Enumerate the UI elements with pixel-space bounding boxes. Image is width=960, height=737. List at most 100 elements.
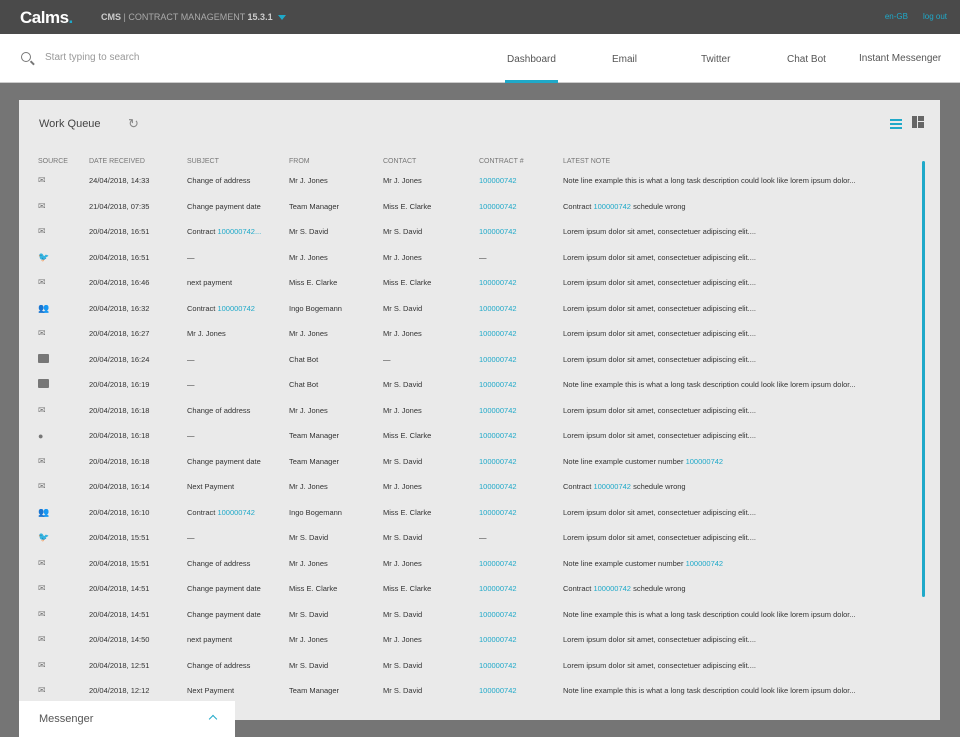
contract-cell[interactable]: 100000742	[479, 201, 517, 211]
subject-text: Contract	[187, 303, 218, 313]
column-header[interactable]: SUBJECT	[187, 158, 219, 165]
list-view-icon[interactable]	[890, 119, 902, 131]
tab-instant-messenger[interactable]: Instant Messenger	[859, 53, 942, 64]
table-row[interactable]: ✉ 20/04/2018, 16:27 Mr J. Jones Mr J. Jones…	[38, 321, 913, 347]
date-cell: 20/04/2018, 16:18	[89, 456, 150, 466]
note-contract-link[interactable]: 100000742	[685, 558, 724, 568]
email-icon: ✉	[38, 608, 46, 619]
contract-cell[interactable]: 100000742	[479, 609, 517, 619]
tab-dashboard[interactable]: Dashboard	[505, 54, 558, 83]
contract-cell[interactable]: 100000742	[479, 354, 517, 364]
email-icon: ✉	[38, 557, 46, 568]
contract-cell[interactable]: 100000742	[479, 227, 517, 237]
contact-cell: Mr S. David	[383, 686, 423, 696]
contract-cell[interactable]: 100000742	[479, 431, 517, 441]
table-row[interactable]: ✉ 20/04/2018, 16:46 next payment Miss E. Cl…	[38, 270, 913, 296]
scrollbar[interactable]	[922, 161, 925, 597]
search-input[interactable]	[45, 52, 245, 63]
table-row[interactable]: ✉ 20/04/2018, 14:51 Change payment date Mr …	[38, 602, 913, 628]
contract-cell[interactable]: 100000742	[479, 329, 517, 339]
contract-cell[interactable]: 100000742	[479, 405, 517, 415]
note-contract-link[interactable]: 100000742	[593, 584, 631, 594]
tab-twitter[interactable]: Twitter	[701, 54, 731, 65]
table-row[interactable]: 20/04/2018, 16:19 — Chat Bot Mr S. David 100…	[38, 372, 913, 398]
subject-contract-link[interactable]: 100000742...	[217, 227, 262, 237]
app-name: | CONTRACT MANAGEMENT	[123, 12, 246, 22]
contract-cell[interactable]: 100000742	[479, 278, 517, 288]
table-row[interactable]: ● 20/04/2018, 16:18 — Team Manager Miss E. C…	[38, 423, 913, 449]
contract-cell[interactable]: 100000742	[479, 507, 517, 517]
table-row[interactable]: 20/04/2018, 16:24 — Chat Bot — 100000742 Lore…	[38, 347, 913, 373]
grid-view-icon[interactable]	[912, 116, 924, 128]
contract-cell[interactable]: 100000742	[479, 176, 517, 186]
email-icon: ✉	[38, 583, 46, 594]
email-icon: ✉	[38, 455, 46, 466]
calms-logo[interactable]: Calms.	[20, 8, 73, 27]
column-header[interactable]: CONTACT	[383, 158, 417, 165]
note-cell: Note line example this is what a long ta…	[563, 678, 913, 704]
tab-email[interactable]: Email	[612, 54, 638, 65]
tab-chat-bot[interactable]: Chat Bot	[787, 54, 826, 65]
table-row[interactable]: ✉ 20/04/2018, 12:51 Change of address Mr S.…	[38, 653, 913, 679]
subject-cell: —	[187, 245, 289, 271]
subject-cell: —	[187, 347, 289, 373]
contract-cell[interactable]: 100000742	[479, 380, 517, 390]
app-selector[interactable]: CMS | CONTRACT MANAGEMENT 15.3.1	[101, 12, 286, 22]
note-text: Lorem ipsum dolor sit amet, consectetuer…	[563, 507, 757, 517]
contract-cell[interactable]: 100000742	[479, 303, 517, 313]
note-contract-link[interactable]: 100000742	[593, 482, 631, 492]
table-row[interactable]: ✉ 20/04/2018, 16:18 Change of address Mr J.…	[38, 398, 913, 424]
table-row[interactable]: ✉ 24/04/2018, 14:33 Change of address Mr J.…	[38, 168, 913, 194]
from-cell: Mr S. David	[289, 533, 329, 543]
note-text: Lorem ipsum dolor sit amet, consectetuer…	[563, 660, 757, 670]
subject-cell: next payment	[187, 627, 289, 653]
subject-contract-link[interactable]: 100000742	[217, 507, 255, 517]
contract-cell[interactable]: 100000742	[479, 456, 517, 466]
table-row[interactable]: ✉ 20/04/2018, 16:18 Change payment date Tea…	[38, 449, 913, 475]
contract-cell[interactable]: 100000742	[479, 482, 517, 492]
messenger-bar[interactable]: Messenger	[19, 701, 235, 737]
table-row[interactable]: ✉ 20/04/2018, 16:51 Contract 100000742... M…	[38, 219, 913, 245]
from-cell: Mr J. Jones	[289, 482, 328, 492]
contact-cell: Mr J. Jones	[383, 176, 422, 186]
from-cell: Mr S. David	[289, 660, 329, 670]
column-header[interactable]: DATE RECEIVED	[89, 158, 145, 165]
note-text: Note line example customer number	[563, 456, 686, 466]
email-icon: ✉	[38, 328, 46, 339]
from-cell: Mr J. Jones	[289, 558, 328, 568]
table-row[interactable]: ✉ 20/04/2018, 12:12 Next Payment Team Manag…	[38, 678, 913, 704]
contract-cell[interactable]: —	[479, 252, 487, 262]
contract-cell[interactable]: 100000742	[479, 558, 517, 568]
note-contract-link[interactable]: 100000742	[593, 201, 631, 211]
subject-cell: Contract 100000742...	[187, 219, 289, 245]
contract-cell[interactable]: 100000742	[479, 635, 517, 645]
contract-cell[interactable]: —	[479, 533, 487, 543]
table-row[interactable]: ✉ 20/04/2018, 14:50 next payment Mr J. Jone…	[38, 627, 913, 653]
table-row[interactable]: 🐦 20/04/2018, 16:51 — Mr J. Jones Mr J. Jone…	[38, 245, 913, 271]
column-header[interactable]: SOURCE	[38, 158, 68, 165]
table-row[interactable]: ✉ 20/04/2018, 16:14 Next Payment Mr J. Jone…	[38, 474, 913, 500]
table-row[interactable]: 👥 20/04/2018, 16:32 Contract 100000742 Ingo…	[38, 296, 913, 322]
column-header[interactable]: FROM	[289, 158, 310, 165]
table-row[interactable]: ✉ 21/04/2018, 07:35 Change payment date Tea…	[38, 194, 913, 220]
table-row[interactable]: 🐦 20/04/2018, 15:51 — Mr S. David Mr S. Davi…	[38, 525, 913, 551]
subject-cell: Contract 100000742	[187, 500, 289, 526]
contract-cell[interactable]: 100000742	[479, 686, 517, 696]
from-cell: Team Manager	[289, 431, 340, 441]
note-contract-link[interactable]: 100000742	[685, 456, 724, 466]
table-row[interactable]: ✉ 20/04/2018, 15:51 Change of address Mr J.…	[38, 551, 913, 577]
table-row[interactable]: ✉ 20/04/2018, 14:51 Change payment date Mis…	[38, 576, 913, 602]
email-icon: ✉	[38, 200, 46, 211]
column-header[interactable]: LATEST NOTE	[563, 158, 611, 165]
contract-cell[interactable]: 100000742	[479, 660, 517, 670]
subject-contract-link[interactable]: 100000742	[217, 303, 255, 313]
logout-link[interactable]: log out	[922, 12, 947, 21]
column-header[interactable]: CONTRACT #	[479, 158, 524, 165]
contract-cell[interactable]: 100000742	[479, 584, 517, 594]
messenger-label: Messenger	[39, 713, 94, 725]
chevron-up-icon[interactable]	[208, 714, 218, 724]
table-row[interactable]: 👥 20/04/2018, 16:10 Contract 100000742 Ingo…	[38, 500, 913, 526]
locale-link[interactable]: en-GB	[884, 12, 908, 21]
subject-text: Change payment date	[187, 584, 261, 594]
refresh-icon[interactable]: ↻	[128, 116, 139, 131]
